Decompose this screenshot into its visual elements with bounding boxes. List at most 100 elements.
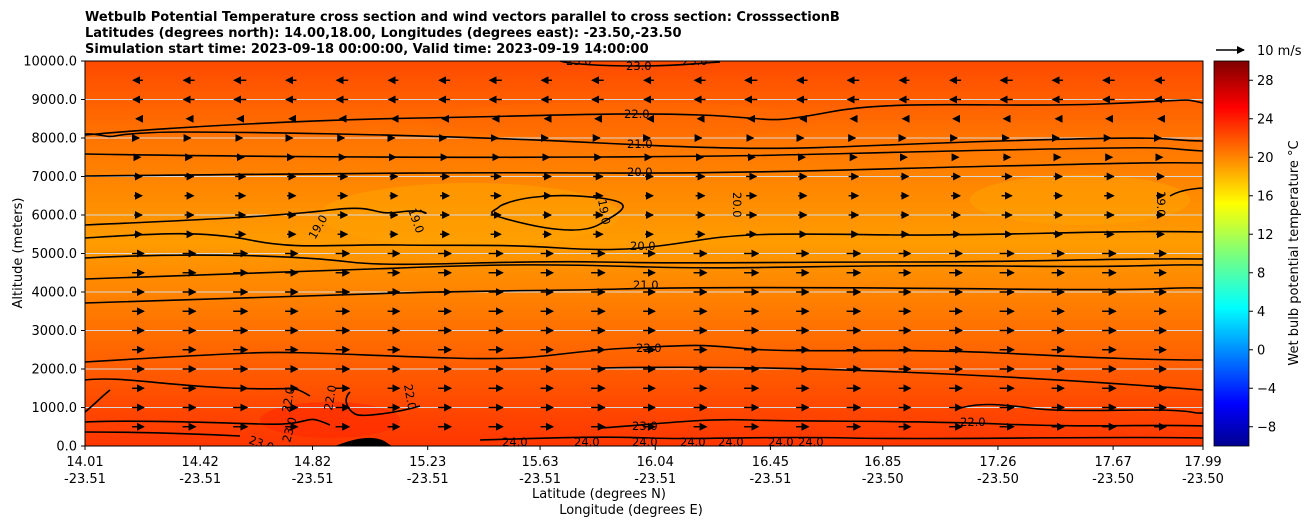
colorbar-tick-label: 16 [1257,189,1274,204]
y-tick-label: 5000.0 [32,247,78,262]
colorbar-tick-label: 20 [1257,151,1274,166]
contour-label-21: 21.0 [627,137,653,151]
chart-title-line-2: Latitudes (degrees north): 14.00,18.00, … [85,26,682,41]
wind-quiver-key: 10 m/s [1216,44,1302,59]
chart-title-line-3: Simulation start time: 2023-09-18 00:00:… [85,42,649,57]
contour-line-22-right [954,403,1203,414]
contour-line-20 [85,161,1203,177]
contour-label-19: 19.0 [595,198,613,226]
x-tick-label-lon: -23.51 [64,472,106,487]
contour-label-23: 23.0 [566,54,592,68]
x-tick-label-lat: 16.04 [637,455,674,470]
colorbar-tick-label: 24 [1257,112,1274,127]
contour-label-19: 19.0 [1154,191,1168,217]
x-tick-label-lon: -23.51 [749,472,791,487]
contour-line-24-top [559,61,721,67]
y-axis-label: Altitude (meters) [11,198,26,309]
contour-line-24 [479,436,1203,441]
x-tick-label-lat: 15.23 [409,455,446,470]
contour-label-22: 22.0 [401,383,419,411]
colorbar-tick-label: 28 [1257,74,1274,89]
x-tick-label-lon: -23.50 [1182,472,1224,487]
colorbar-tick-label: −4 [1257,382,1276,397]
contour-label-24: 24.0 [768,435,794,449]
colorbar-tick-label: 12 [1257,228,1274,243]
contour-line-21-upper [85,286,1203,304]
contour-label-24: 24.0 [718,435,744,449]
y-tick-label: 9000.0 [32,93,78,108]
contour-label-24: 24.0 [680,435,706,449]
x-tick-label-lat: 16.45 [752,455,789,470]
chart-title-line-1: Wetbulb Potential Temperature cross sect… [85,10,840,25]
contour-line-22 [85,99,1203,136]
y-tick-label: 4000.0 [32,286,78,301]
contour-label-22: 22.0 [321,384,339,412]
contour-label-24: 24.0 [502,435,528,449]
x-tick-label-lon: -23.51 [407,472,449,487]
x-axis-label-latitude: Latitude (degrees N) [532,487,666,502]
colorbar-label: Wet bulb potential temperature °C [1287,140,1302,365]
x-tick-label-lon: -23.50 [862,472,904,487]
x-tick-label-lat: 15.63 [521,455,558,470]
contour-label-23: 23.0 [632,419,658,433]
contour-label-20: 20.0 [730,192,744,218]
contour-label-23: 23.0 [682,54,708,68]
contour-label-22: 22.0 [636,341,662,355]
y-axis: 0.0 1000.0 2000.0 3000.0 4000.0 5000.0 6000.0 7… [23,55,85,455]
contour-line-23-right [599,418,1203,429]
field-patch-cool [970,175,1190,225]
x-tick-label-lat: 17.67 [1095,455,1132,470]
colorbar-tick-label: 0 [1257,343,1265,358]
colorbar: −8 −4 0 4 8 12 16 20 24 28 Wet bulb potential tem… [1213,60,1302,447]
contour-line-19-right [1169,187,1203,197]
contour-line-23 [85,418,331,426]
x-tick-label-lat: 14.82 [294,455,331,470]
x-tick-label-lat: 16.85 [864,455,901,470]
contour-label-22: 22.0 [960,415,986,429]
contour-label-23: 23.0 [279,415,299,443]
y-tick-label: 3000.0 [32,324,78,339]
contour-label-21: 21.0 [633,278,659,292]
colorbar-ticks: −8 −4 0 4 8 12 16 20 24 28 [1249,74,1276,435]
x-axis: 14.01 -23.51 14.42 -23.51 14.82 -23.51 15.23 -2… [64,446,1224,487]
y-tick-label: 8000.0 [32,132,78,147]
contour-line-22-lower [85,344,1203,363]
colorbar-tick-label: −8 [1257,420,1276,435]
wind-vectors [132,76,1167,431]
contour-line-20-upper [85,146,1203,159]
x-tick-label-lon: -23.50 [1092,472,1134,487]
x-tick-label-lat: 17.26 [979,455,1016,470]
x-tick-label-lat: 17.99 [1184,455,1221,470]
y-tick-label: 10000.0 [23,55,77,70]
x-tick-label-lon: -23.51 [179,472,221,487]
contour-line-22-low [599,366,1203,391]
contour-label-22: 22.0 [279,386,297,414]
quiver-key-label: 10 m/s [1257,44,1302,59]
contour-line-20-lower [85,230,1203,251]
contour-label-20: 20.0 [630,239,656,253]
terrain-shading [335,437,392,446]
contour-line-22-bottom [85,389,111,413]
x-tick-label-lon: -23.51 [519,472,561,487]
contour-label-24: 24.0 [798,435,824,449]
colorbar-gradient [1213,60,1250,447]
x-tick-label-lat: 14.01 [66,455,103,470]
contour-label-24: 24.0 [632,435,658,449]
y-tick-label: 7000.0 [32,170,78,185]
colorbar-tick-label: 8 [1257,266,1265,281]
x-tick-label-lat: 14.42 [182,455,219,470]
x-tick-label-lon: -23.50 [977,472,1019,487]
y-tick-label: 1000.0 [32,401,78,416]
plot-area: 22.0 21.0 20.0 20.0 21.0 22.0 23.0 22.0 … [85,54,1203,449]
contour-label-23: 23.0 [626,59,652,73]
y-tick-label: 2000.0 [32,363,78,378]
x-axis-label-longitude: Longitude (degrees E) [559,503,703,518]
field-patch-warm [420,102,820,138]
colorbar-tick-label: 4 [1257,305,1265,320]
contour-labels: 22.0 21.0 20.0 20.0 21.0 22.0 23.0 22.0 … [247,54,1168,449]
x-tick-label-lon: -23.51 [634,472,676,487]
y-tick-label: 6000.0 [32,209,78,224]
contour-label-24: 24.0 [574,435,600,449]
contour-line-19 [85,207,427,226]
